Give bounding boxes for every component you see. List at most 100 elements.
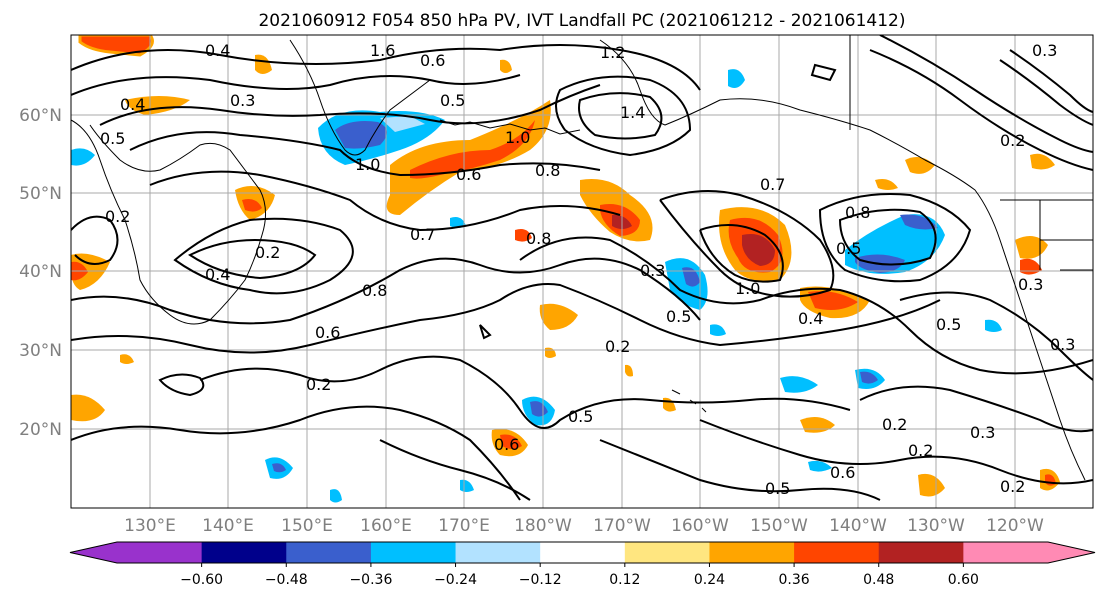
colorbar-segment	[540, 542, 626, 563]
colorbar-segment	[286, 542, 372, 563]
contour-label: 0.5	[765, 479, 790, 498]
lon-label: 140°W	[829, 516, 887, 536]
contour-label: 0.8	[845, 203, 870, 222]
shade-patch	[985, 319, 1002, 332]
contour-label: 1.4	[620, 103, 645, 122]
contour-label: 0.6	[420, 51, 445, 70]
lon-label: 170°W	[593, 516, 651, 536]
contour-label: 0.8	[535, 161, 560, 180]
shade-patch	[71, 148, 95, 166]
contour	[838, 208, 937, 266]
contour	[599, 439, 881, 501]
colorbar-segment	[455, 542, 541, 563]
lon-label: 160°E	[360, 516, 412, 536]
contour	[199, 355, 851, 429]
contour-label: 0.3	[230, 91, 255, 110]
colorbar-segment	[201, 542, 287, 563]
shade-patch	[515, 229, 532, 242]
lon-label: 130°W	[907, 516, 965, 536]
contour-labels: 0.4 1.6 0.6 1.2 0.3 0.4 0.3 0.5 0.5 1.0 …	[100, 41, 1075, 498]
contour	[555, 75, 692, 157]
shade-patch	[808, 291, 858, 310]
shade-patch	[380, 116, 425, 132]
contour-label: 0.4	[205, 41, 230, 60]
contour	[699, 419, 1093, 485]
lon-label: 130°E	[124, 516, 176, 536]
coastline-kamchatka	[289, 39, 431, 156]
contour-label: 0.4	[120, 95, 145, 114]
contour	[71, 44, 701, 91]
lon-label: 140°E	[202, 516, 254, 536]
contour-label: 0.2	[882, 415, 907, 434]
shade-patch	[875, 179, 898, 190]
shade-patch	[1030, 153, 1055, 170]
shade-patch	[539, 303, 578, 330]
lon-label: 170°E	[438, 516, 490, 536]
colorbar-tick-label: −0.12	[519, 572, 562, 588]
shade-patch	[71, 394, 105, 422]
colorbar-segment	[709, 542, 795, 563]
shade-patch	[682, 267, 700, 287]
lon-label: 120°W	[986, 516, 1044, 536]
contour-label: 0.6	[315, 323, 340, 342]
contour	[1009, 49, 1093, 113]
coastlines	[71, 35, 1093, 481]
shade-patch	[120, 354, 134, 364]
contour	[71, 405, 521, 501]
contour	[519, 236, 1093, 375]
shade-patch	[330, 489, 342, 503]
colorbar-tick-label: 0.60	[948, 572, 979, 588]
shade-patch	[450, 217, 466, 228]
contour	[899, 291, 1093, 381]
contour-label: 0.7	[760, 175, 785, 194]
contour-label: 0.4	[798, 309, 823, 328]
contour	[879, 35, 1093, 153]
contour	[173, 217, 354, 295]
contour-label: 1.0	[505, 128, 530, 147]
contour	[158, 373, 205, 397]
contour-label: 0.2	[1000, 477, 1025, 496]
contour-label: 0.5	[440, 91, 465, 110]
colorbar-segment	[878, 542, 964, 563]
contour	[859, 385, 1093, 433]
contour	[71, 257, 701, 325]
contour-label: 0.2	[1000, 131, 1025, 150]
lon-label: 180°W	[514, 516, 572, 536]
contour	[999, 59, 1093, 126]
contour-label: 0.5	[936, 315, 961, 334]
contour-label: 0.5	[666, 307, 691, 326]
lat-label: 20°N	[19, 420, 62, 440]
colorbar-tick-label: 0.36	[779, 572, 810, 588]
shade-patch	[410, 120, 535, 179]
colorbar-tick-label: 0.12	[609, 572, 640, 588]
contour-label: 1.6	[370, 41, 395, 60]
contour-label: 0.3	[970, 423, 995, 442]
colorbar: −0.60 −0.48 −0.36 −0.24 −0.12 0.12 0.24 0.36 0.4…	[69, 541, 1096, 588]
shade-patch	[255, 54, 272, 74]
colorbar-outline	[69, 541, 1096, 564]
lon-label: 160°W	[671, 516, 729, 536]
coastline-alaska	[599, 39, 1086, 481]
shade-patch	[335, 121, 388, 149]
contour-label: 0.6	[456, 165, 481, 184]
contour	[578, 92, 663, 140]
lon-label: 150°E	[281, 516, 333, 536]
contour-label: 0.5	[568, 407, 593, 426]
contour	[188, 238, 317, 280]
shade-patch	[918, 473, 945, 497]
colorbar-tick-label: −0.48	[265, 572, 308, 588]
pv-contours	[71, 35, 1093, 501]
contour-label: 0.3	[640, 261, 665, 280]
contour-label: 0.4	[205, 265, 230, 284]
lat-axis: 60°N 50°N 40°N 30°N 20°N	[19, 106, 62, 440]
figure-title: 2021060912 F054 850 hPa PV, IVT Landfall…	[258, 11, 905, 31]
contour	[818, 193, 972, 283]
lon-label: 150°W	[750, 516, 808, 536]
contour-label: 0.3	[1018, 275, 1043, 294]
colorbar-tick-label: 0.24	[694, 572, 725, 588]
contour	[379, 439, 531, 501]
gridlines	[71, 35, 1093, 508]
shade-patch	[272, 463, 286, 473]
lat-label: 50°N	[19, 184, 62, 204]
